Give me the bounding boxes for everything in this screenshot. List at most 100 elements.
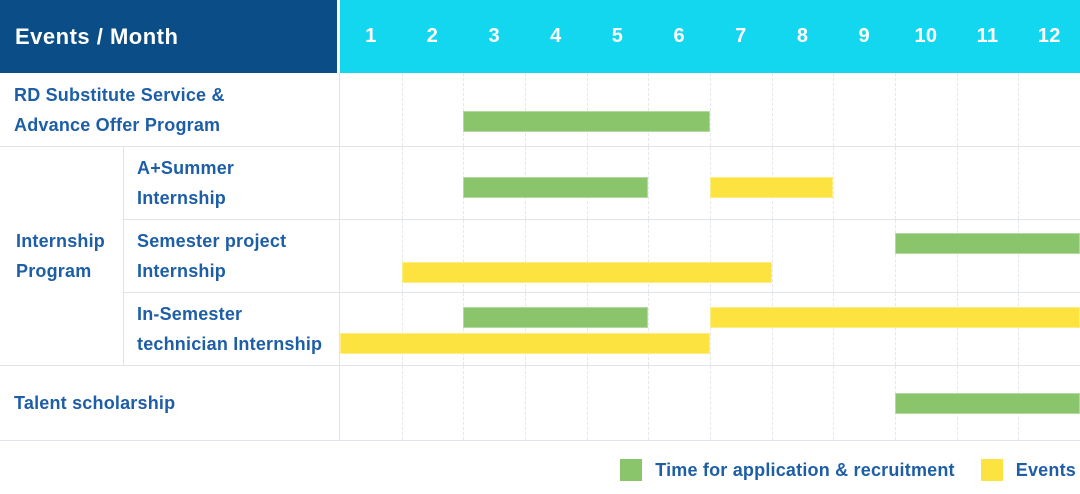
month-gridline (895, 147, 896, 219)
header-corner-label: Events / Month (15, 23, 179, 49)
month-gridline (771, 366, 773, 440)
row-label-in-semester-technician-internship: In-Semester technician Internship (124, 293, 340, 366)
gantt-bar-green (463, 111, 710, 132)
row-label-a-plus-summer-internship: A+Summer Internship (124, 147, 340, 220)
month-label: 8 (796, 25, 809, 47)
month-gridline (525, 366, 526, 440)
chart-row-a-plus-summer-internship (340, 147, 1080, 220)
row-label-line: RD Substitute Service & (14, 84, 225, 105)
month-gridline (956, 147, 958, 219)
month-gridline (771, 73, 773, 146)
month-gridline (956, 293, 958, 365)
yellow-swatch-icon (980, 459, 1003, 481)
row-label-line: Advance Offer Program (14, 114, 221, 135)
gantt-bar-green (895, 233, 1080, 254)
month-gridline (710, 366, 711, 440)
month-header-strip: 1 2 3 4 5 6 7 8 9 10 11 12 (340, 0, 1080, 73)
month-gridline (833, 147, 835, 219)
gantt-bar-yellow (340, 333, 710, 354)
month-gridline (525, 293, 526, 365)
row-label-line: Talent scholarship (14, 393, 176, 413)
row-label-line: technician Internship (137, 334, 323, 354)
month-gridline (586, 73, 588, 146)
month-label: 1 (365, 25, 377, 47)
month-gridline (401, 220, 403, 292)
group-cell-internship-program: Internship Program (0, 147, 124, 366)
month-gridline (710, 293, 711, 365)
group-label-line: Internship (16, 231, 106, 251)
month-gridline (463, 220, 465, 292)
month-label: 6 (673, 25, 685, 47)
month-gridline (895, 73, 896, 146)
month-gridline (648, 220, 650, 292)
month-gridline (648, 293, 650, 365)
month-gridline (1018, 73, 1020, 146)
month-gridline (895, 220, 896, 292)
month-label: 7 (735, 25, 747, 47)
gantt-bar-yellow (710, 307, 1080, 328)
chart-row-in-semester-technician-internship (340, 293, 1080, 366)
month-gridline (401, 366, 403, 440)
month-label: 11 (976, 25, 999, 47)
month-label: 4 (550, 25, 562, 47)
month-label: 3 (488, 25, 500, 47)
chart-row-semester-project-internship (340, 220, 1080, 293)
month-gridline (463, 293, 465, 365)
month-gridline (710, 73, 711, 146)
month-gridline (401, 147, 403, 219)
gantt-bar-green (895, 393, 1080, 414)
month-gridline (895, 293, 896, 365)
month-label: 10 (914, 25, 938, 47)
row-label-line: Internship (137, 261, 227, 281)
gantt-bar-green (463, 307, 649, 328)
month-gridline (463, 366, 465, 440)
month-gridline (648, 366, 650, 440)
legend-label: Time for application & recruitment (655, 459, 955, 480)
month-gridline (648, 73, 650, 146)
month-gridline (586, 220, 588, 292)
month-label: 2 (426, 25, 439, 47)
month-label: 9 (858, 25, 870, 47)
month-gridline (956, 73, 958, 146)
month-gridline (401, 73, 403, 146)
row-label-line: Internship (137, 188, 227, 208)
gantt-bar-green (463, 177, 649, 198)
month-gridline (956, 220, 958, 292)
month-label: 12 (1037, 25, 1061, 47)
month-gridline (833, 366, 835, 440)
header-corner-cell: Events / Month (0, 0, 337, 73)
month-gridline (771, 293, 773, 365)
group-label-line: Program (16, 261, 92, 281)
month-label: 5 (611, 25, 624, 47)
month-gridline (586, 366, 588, 440)
chart-row-rd-substitute-advance-offer (340, 73, 1080, 147)
chart-row-talent-scholarship (340, 366, 1080, 441)
month-gridline (586, 293, 588, 365)
gantt-bar-yellow (401, 262, 772, 283)
month-gridline (771, 220, 773, 292)
month-gridline (1018, 293, 1020, 365)
month-gridline (401, 293, 403, 365)
month-gridline (525, 73, 526, 146)
row-label-line: In-Semester (137, 304, 243, 324)
row-label-semester-project-internship: Semester project Internship (124, 220, 340, 293)
month-gridline (1018, 147, 1020, 219)
legend-label: Events (1015, 459, 1076, 480)
legend-item-events: Events (980, 459, 1076, 481)
month-gridline (1018, 220, 1020, 292)
row-label-line: Semester project (137, 231, 287, 251)
green-swatch-icon (620, 459, 643, 481)
month-gridline (833, 73, 835, 146)
row-label-line: A+Summer (137, 158, 235, 178)
month-gridline (710, 220, 711, 292)
month-gridline (648, 147, 650, 219)
month-gridline (833, 220, 835, 292)
gantt-bar-yellow (710, 177, 834, 198)
row-label-rd-substitute-advance-offer: RD Substitute Service & Advance Offer Pro… (0, 73, 340, 147)
month-gridline (463, 73, 465, 146)
row-label-talent-scholarship: Talent scholarship (0, 366, 340, 441)
legend: Time for application & recruitment Event… (0, 441, 1076, 494)
legend-item-application-recruitment: Time for application & recruitment (620, 459, 955, 481)
month-gridline (525, 220, 526, 292)
